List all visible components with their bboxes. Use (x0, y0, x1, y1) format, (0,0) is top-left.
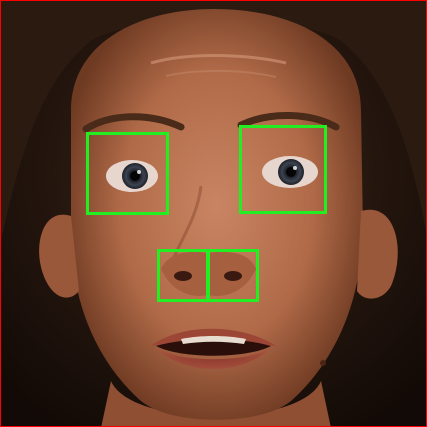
lower-lip (156, 348, 271, 369)
left-pupil (130, 171, 140, 181)
forehead-wrinkle (165, 69, 277, 78)
mole (320, 360, 326, 366)
right-eye-detection-box (239, 125, 327, 214)
teeth (181, 336, 246, 344)
right-eye-highlight (293, 166, 297, 170)
left-eye-detection-box (86, 132, 169, 215)
face (71, 9, 363, 420)
right-eyebrow (237, 111, 340, 131)
right-nostril (224, 271, 242, 281)
left-eyebrow (82, 113, 185, 133)
right-ear (357, 209, 398, 299)
forehead-wrinkle (150, 54, 287, 65)
neck (101, 381, 331, 426)
left-nostril-detection-box (157, 249, 209, 302)
right-pupil (286, 167, 296, 177)
left-eye-highlight (137, 170, 141, 174)
left-nostril (174, 271, 192, 281)
hair (1, 1, 426, 241)
left-ear (39, 214, 79, 298)
right-nostril-detection-box (207, 249, 259, 302)
